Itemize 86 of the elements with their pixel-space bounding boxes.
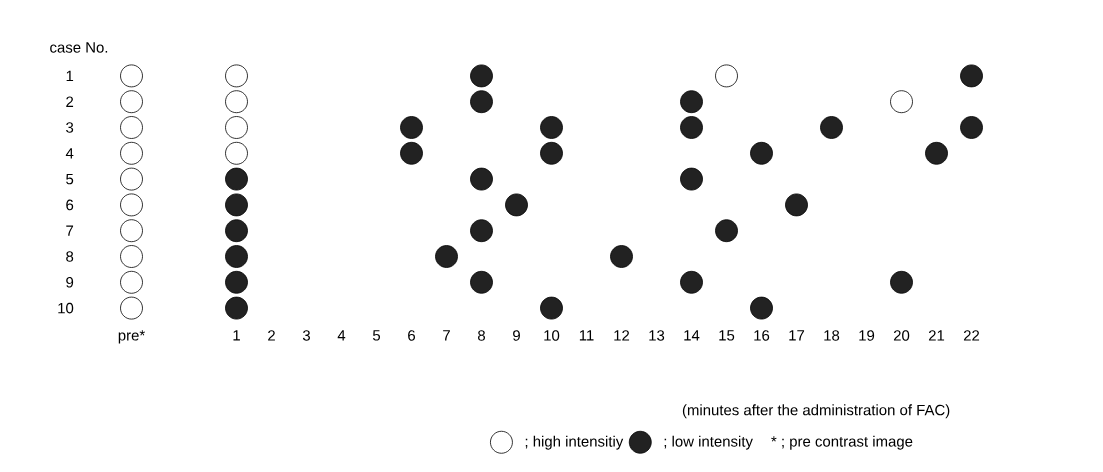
point <box>680 167 703 191</box>
point <box>225 167 248 191</box>
y-tick-label: 8 <box>66 251 74 262</box>
legend-label: ; high intensitiy <box>525 435 624 450</box>
x-tick-label: 9 <box>513 330 520 341</box>
y-tick-label: 4 <box>65 148 74 159</box>
point <box>120 219 143 243</box>
x-tick-label: 17 <box>789 330 805 341</box>
point <box>715 64 738 88</box>
x-axis-title: (minutes after the administration of FAC) <box>682 404 950 419</box>
point <box>120 193 143 217</box>
point <box>470 90 493 114</box>
x-tick-label: 6 <box>408 330 415 341</box>
point <box>750 296 773 320</box>
point <box>225 64 248 88</box>
point <box>680 270 703 294</box>
y-tick-label: 7 <box>66 225 74 236</box>
point <box>225 219 248 243</box>
point <box>680 116 703 139</box>
point <box>540 141 563 165</box>
point <box>120 90 143 114</box>
y-tick-label: 1 <box>66 70 74 82</box>
point <box>120 245 143 268</box>
x-tick-label: 18 <box>824 330 840 341</box>
point <box>785 193 808 217</box>
point <box>225 193 248 217</box>
x-tick-label: 21 <box>928 330 945 341</box>
x-tick-label: 14 <box>684 330 700 341</box>
text: * ; pre contrast image <box>771 435 913 450</box>
x-tick-label: 16 <box>754 330 770 341</box>
point <box>120 116 143 139</box>
point <box>890 270 913 294</box>
point <box>225 270 248 294</box>
point <box>960 116 983 139</box>
y-tick-label: 6 <box>66 199 74 211</box>
point <box>680 90 703 114</box>
x-tick-label: pre* <box>118 330 145 344</box>
legend-label: ; low intensity <box>664 435 753 450</box>
point <box>890 90 913 114</box>
point <box>715 219 738 243</box>
x-tick-label: 8 <box>478 330 486 341</box>
x-tick-label: 11 <box>579 330 594 341</box>
point <box>925 141 948 165</box>
point <box>470 219 493 243</box>
point <box>540 116 563 139</box>
x-tick-label: 5 <box>372 330 381 341</box>
y-tick-label: 9 <box>66 277 74 288</box>
point <box>400 141 423 165</box>
y-axis-title: case No. <box>50 42 108 53</box>
x-tick-label: 19 <box>859 330 875 341</box>
point <box>470 270 493 294</box>
point <box>750 141 773 165</box>
x-tick-label: 22 <box>963 330 980 341</box>
x-tick-label: 1 <box>233 330 240 341</box>
point <box>225 116 248 139</box>
point <box>540 296 563 320</box>
y-tick-label: 5 <box>66 173 74 185</box>
x-tick-label: 10 <box>544 330 560 341</box>
point <box>505 193 528 217</box>
x-tick-label: 3 <box>302 330 310 341</box>
point <box>960 64 983 88</box>
point <box>435 245 458 268</box>
x-tick-label: 20 <box>893 330 910 341</box>
y-tick-label: 3 <box>66 122 74 133</box>
point <box>120 64 143 88</box>
point <box>225 141 248 165</box>
point <box>120 270 143 294</box>
point <box>120 167 143 191</box>
point <box>400 116 423 139</box>
point <box>225 245 248 268</box>
x-tick-label: 13 <box>649 330 665 341</box>
y-tick-label: 2 <box>66 96 74 107</box>
x-tick-label: 12 <box>614 330 630 341</box>
point <box>470 167 493 191</box>
point <box>225 296 248 320</box>
x-tick-label: 7 <box>443 330 450 341</box>
x-tick-label: 4 <box>337 330 346 341</box>
point <box>120 296 143 320</box>
point <box>225 90 248 114</box>
point <box>470 64 493 88</box>
x-tick-label: 2 <box>268 330 275 341</box>
x-tick-label: 15 <box>719 330 735 341</box>
point <box>610 245 633 268</box>
y-tick-label: 10 <box>58 302 74 314</box>
point <box>120 141 143 165</box>
point <box>820 116 843 139</box>
